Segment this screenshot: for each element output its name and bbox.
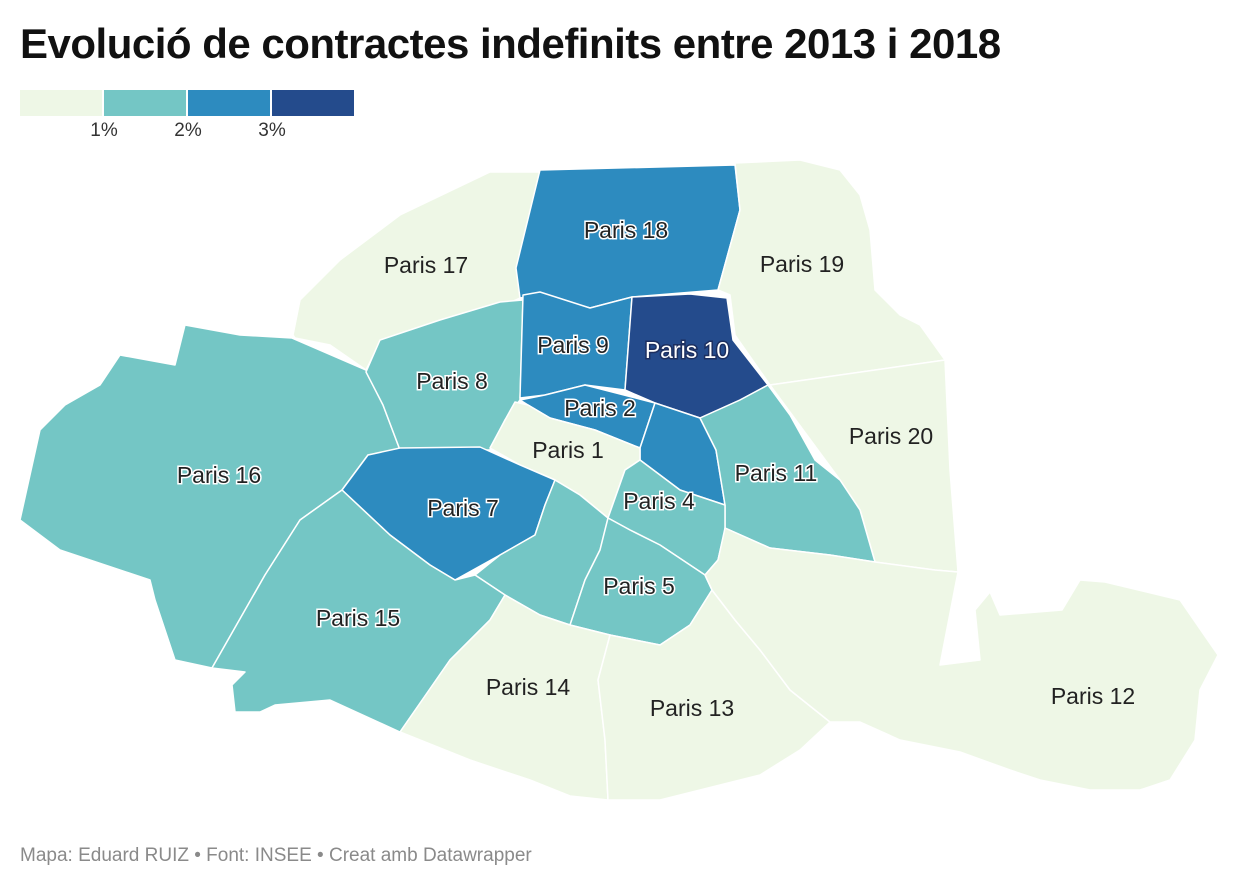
legend-tick-3: 3% bbox=[258, 120, 286, 141]
label-paris-18: Paris 18 bbox=[584, 217, 668, 243]
legend-swatch-3 bbox=[272, 90, 354, 116]
label-paris-17: Paris 17 bbox=[384, 252, 468, 278]
label-paris-5: Paris 5 bbox=[603, 573, 675, 599]
label-paris-16: Paris 16 bbox=[177, 462, 261, 488]
district-paris-14[interactable] bbox=[399, 594, 611, 801]
district-paris-19[interactable] bbox=[717, 159, 946, 386]
legend-swatch-1 bbox=[104, 90, 186, 116]
label-paris-7: Paris 7 bbox=[427, 495, 499, 521]
paris-choropleth-map: Paris 17 Paris 18 Paris 19 Paris 20 Pari… bbox=[19, 159, 1219, 801]
label-paris-20: Paris 20 bbox=[849, 423, 933, 449]
label-paris-10: Paris 10 bbox=[645, 337, 729, 363]
legend-tick-2: 2% bbox=[174, 120, 202, 141]
label-paris-12: Paris 12 bbox=[1051, 683, 1135, 709]
label-paris-14: Paris 14 bbox=[486, 674, 571, 700]
legend-tick-1: 1% bbox=[90, 120, 118, 141]
legend-swatch-2 bbox=[188, 90, 270, 116]
label-paris-11: Paris 11 bbox=[735, 460, 818, 486]
label-paris-9: Paris 9 bbox=[537, 332, 609, 358]
source-footer: Mapa: Eduard RUIZ • Font: INSEE • Creat … bbox=[20, 845, 532, 866]
label-paris-15: Paris 15 bbox=[316, 605, 400, 631]
label-paris-19: Paris 19 bbox=[760, 251, 844, 277]
legend-swatch-0 bbox=[20, 90, 102, 116]
label-paris-2: Paris 2 bbox=[564, 395, 636, 421]
district-paris-12[interactable] bbox=[704, 527, 1219, 791]
label-paris-13: Paris 13 bbox=[650, 695, 734, 721]
label-paris-8: Paris 8 bbox=[416, 368, 488, 394]
label-paris-4: Paris 4 bbox=[623, 488, 695, 514]
label-paris-1: Paris 1 bbox=[532, 437, 604, 463]
district-paris-13[interactable] bbox=[597, 589, 831, 801]
color-legend: 1% 2% 3% bbox=[20, 90, 356, 150]
district-paris-15[interactable] bbox=[211, 489, 506, 733]
chart-title: Evolució de contractes indefinits entre … bbox=[20, 20, 1001, 67]
